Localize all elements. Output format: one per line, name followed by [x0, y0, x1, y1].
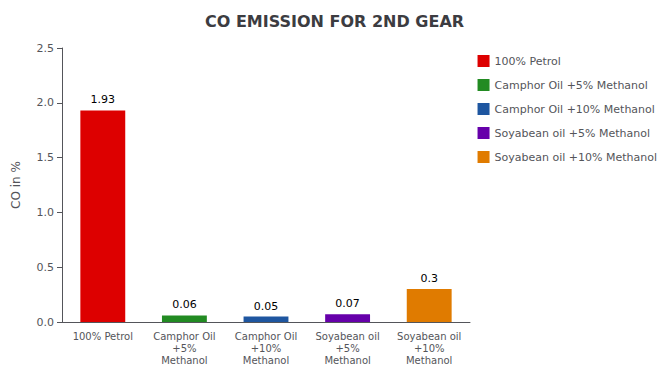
- svg-text:2.5: 2.5: [37, 42, 55, 55]
- svg-text:+10%: +10%: [414, 343, 445, 354]
- svg-text:1.5: 1.5: [37, 151, 55, 164]
- svg-text:1.0: 1.0: [37, 206, 55, 219]
- svg-text:CO EMISSION FOR 2ND GEAR: CO EMISSION FOR 2ND GEAR: [205, 12, 464, 31]
- svg-text:100% Petrol: 100% Petrol: [73, 331, 133, 342]
- svg-text:Camphor Oil: Camphor Oil: [235, 331, 297, 342]
- svg-text:100% Petrol: 100% Petrol: [495, 55, 561, 68]
- svg-text:0.06: 0.06: [172, 298, 197, 311]
- svg-text:Soyabean oil +10% Methanol: Soyabean oil +10% Methanol: [495, 151, 657, 164]
- svg-text:Camphor Oil: Camphor Oil: [153, 331, 215, 342]
- svg-text:0.05: 0.05: [254, 300, 279, 313]
- svg-text:Soyabean oil: Soyabean oil: [315, 331, 379, 342]
- svg-text:Soyabean oil +5% Methanol: Soyabean oil +5% Methanol: [495, 127, 650, 140]
- svg-text:Methanol: Methanol: [324, 355, 370, 366]
- svg-text:Methanol: Methanol: [406, 355, 452, 366]
- svg-text:0.0: 0.0: [37, 316, 55, 329]
- svg-text:Camphor Oil +5% Methanol: Camphor Oil +5% Methanol: [495, 79, 648, 92]
- svg-text:Methanol: Methanol: [161, 355, 207, 366]
- svg-text:1.93: 1.93: [91, 93, 116, 106]
- svg-text:Soyabean oil: Soyabean oil: [397, 331, 461, 342]
- svg-text:+5%: +5%: [172, 343, 196, 354]
- svg-text:+5%: +5%: [335, 343, 359, 354]
- svg-text:CO in %: CO in %: [9, 161, 23, 209]
- svg-text:Camphor Oil +10% Methanol: Camphor Oil +10% Methanol: [495, 103, 655, 116]
- svg-text:+10%: +10%: [251, 343, 282, 354]
- svg-text:Methanol: Methanol: [243, 355, 289, 366]
- svg-text:0.3: 0.3: [420, 272, 438, 285]
- svg-text:0.07: 0.07: [335, 297, 360, 310]
- svg-text:0.5: 0.5: [37, 261, 55, 274]
- svg-text:2.0: 2.0: [37, 96, 55, 109]
